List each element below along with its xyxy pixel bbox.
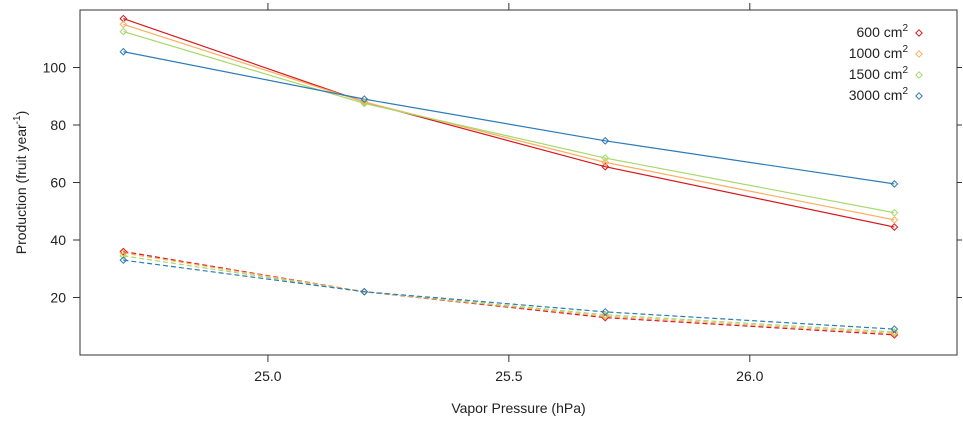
legend-unit: cm xyxy=(884,45,903,61)
legend-unit-sup: 2 xyxy=(902,65,908,76)
data-point-1000-dashed xyxy=(119,249,128,257)
series-line-600-dashed xyxy=(123,250,895,336)
data-point-1000-solid xyxy=(890,215,899,224)
series-line-3000-dashed xyxy=(123,259,895,330)
data-point-3000-solid xyxy=(119,47,128,56)
data-point-1500-solid xyxy=(601,154,610,162)
data-point-1500-solid xyxy=(890,208,899,217)
y-tick-label: 100 xyxy=(43,60,67,76)
legend-marker xyxy=(915,29,923,37)
data-point-1500-dashed xyxy=(119,251,128,260)
series-line-1500-dashed xyxy=(123,255,895,333)
legend-value: 1500 xyxy=(849,66,884,82)
data-point-3000-solid xyxy=(360,95,369,104)
legend-marker xyxy=(915,92,923,100)
plot-frame xyxy=(79,9,958,356)
series-line-3000-solid xyxy=(123,51,895,185)
legend-unit: cm xyxy=(884,87,903,103)
legend-label: 600 cm2 xyxy=(857,23,909,40)
y-tick-label: 80 xyxy=(50,117,66,133)
legend-unit: cm xyxy=(884,66,903,82)
legend-value: 1000 xyxy=(849,45,884,61)
y-axis-title-main: Production (fruit year xyxy=(13,124,29,254)
y-axis-title: Production (fruit year-1) xyxy=(12,111,29,255)
data-point-1500-dashed xyxy=(601,310,610,319)
legend-unit-sup: 2 xyxy=(902,44,908,55)
data-point-3000-solid xyxy=(601,136,610,145)
data-point-3000-dashed xyxy=(360,287,369,296)
data-point-1000-solid xyxy=(119,20,128,29)
x-axis-title: Vapor Pressure (hPa) xyxy=(451,400,585,416)
y-axis-title-close: ) xyxy=(13,111,29,116)
legend-marker xyxy=(915,50,923,58)
x-tick-label: 25.5 xyxy=(495,368,522,384)
data-point-1500-solid xyxy=(360,99,369,108)
legend-marker xyxy=(915,71,923,79)
legend-value: 3000 xyxy=(849,87,884,103)
y-axis-title-sup: -1 xyxy=(12,115,23,124)
legend-unit: cm xyxy=(884,24,903,40)
x-tick-label: 25.0 xyxy=(254,368,281,384)
data-point-3000-dashed xyxy=(601,307,610,316)
data-point-1000-solid xyxy=(601,158,610,167)
series-line-1000-dashed xyxy=(123,252,895,335)
series-line-1500-solid xyxy=(123,30,895,214)
legend-label: 3000 cm2 xyxy=(849,86,909,103)
x-tick-label: 26.0 xyxy=(736,368,763,384)
data-point-3000-solid xyxy=(890,180,899,188)
data-point-3000-dashed xyxy=(119,256,128,265)
series-line-1000-solid xyxy=(123,23,895,221)
legend-unit-sup: 2 xyxy=(902,23,908,34)
y-tick-label: 20 xyxy=(50,290,66,306)
legend-unit-sup: 2 xyxy=(902,86,908,97)
data-point-3000-dashed xyxy=(890,325,899,334)
legend-label: 1500 cm2 xyxy=(849,65,909,82)
data-point-1500-dashed xyxy=(890,328,899,336)
legend-value: 600 xyxy=(857,24,884,40)
data-point-1000-solid xyxy=(360,98,369,106)
series-line-600-solid xyxy=(123,18,895,228)
data-point-600-dashed xyxy=(119,247,128,256)
data-point-600-solid xyxy=(890,223,899,231)
data-point-600-solid xyxy=(601,162,610,171)
y-tick-label: 40 xyxy=(50,232,66,248)
data-point-1500-solid xyxy=(119,27,128,36)
legend-label: 1000 cm2 xyxy=(849,44,909,61)
y-tick-label: 60 xyxy=(50,175,66,191)
